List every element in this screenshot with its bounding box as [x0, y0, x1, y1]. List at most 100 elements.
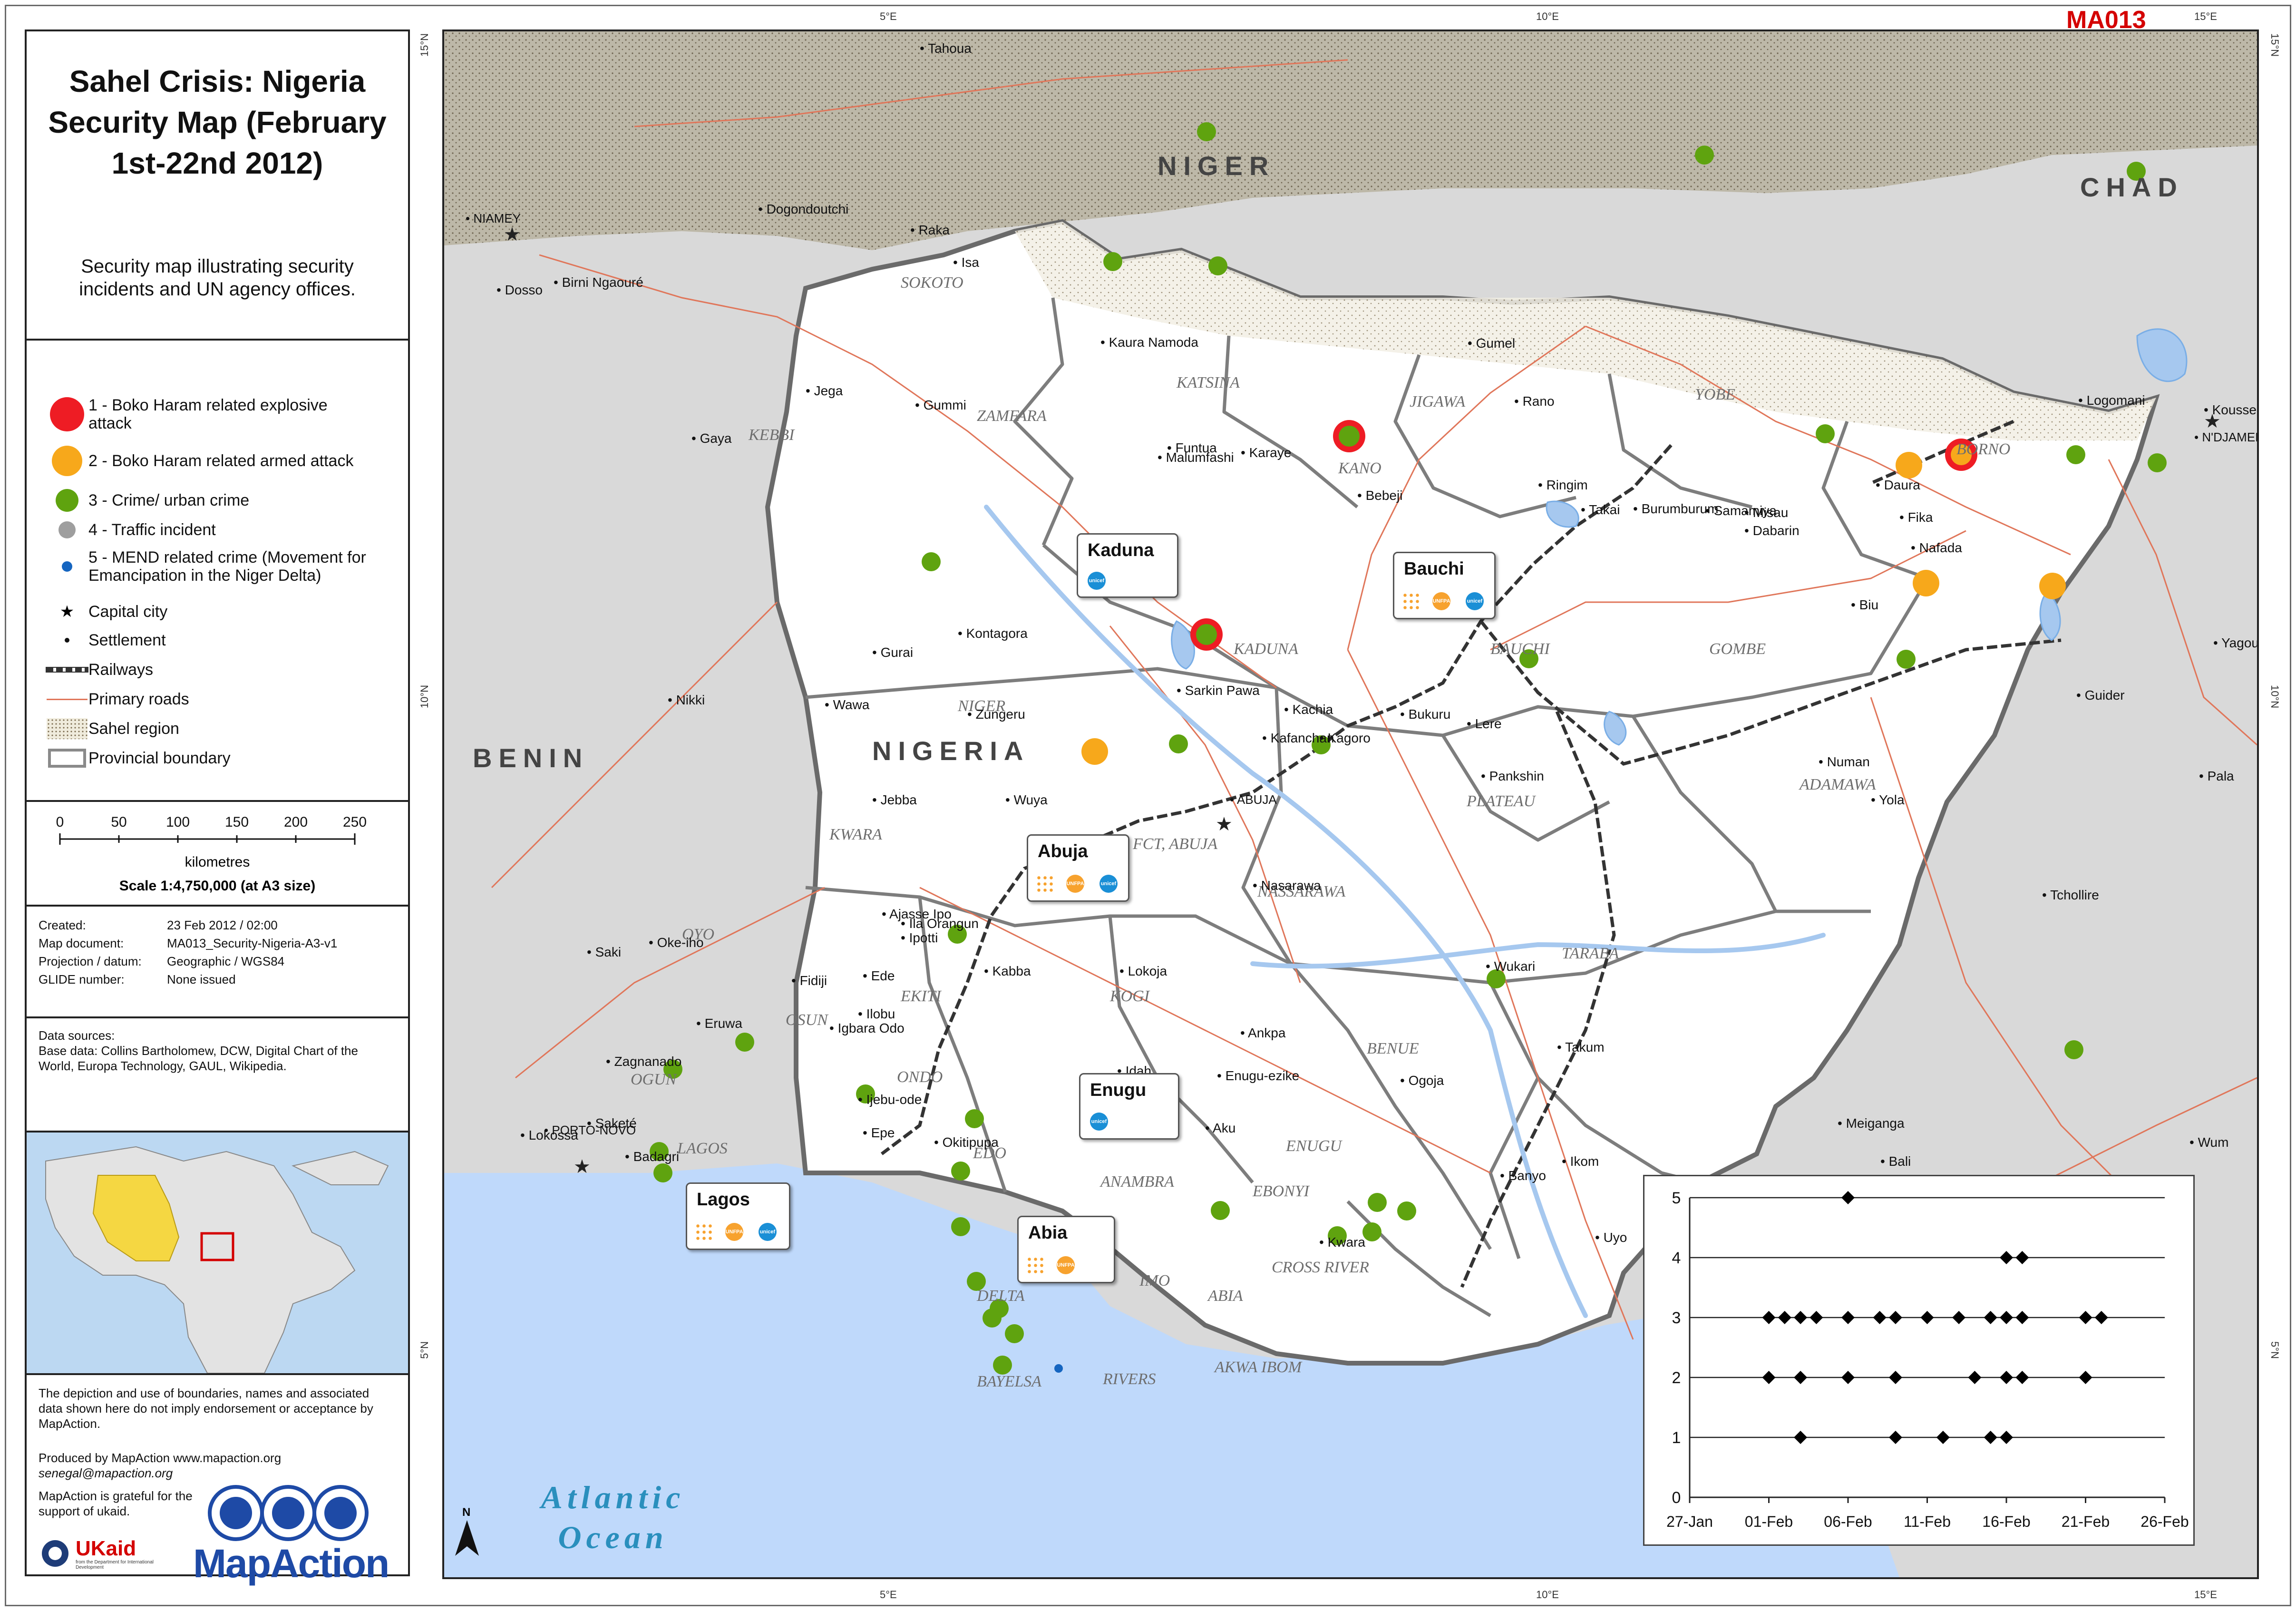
agency-dots-icon	[1036, 875, 1055, 894]
settlement-label: • Saki	[587, 945, 622, 959]
data-point-diamond	[1952, 1311, 1966, 1324]
unfpa-icon: UNFPA	[1057, 1256, 1075, 1274]
lon-label-top-10: 10°E	[1536, 10, 1559, 22]
data-point-diamond	[1762, 1371, 1776, 1384]
legend-item-province: Provincial boundary	[46, 744, 231, 772]
unicef-icon: unicef	[1099, 875, 1118, 893]
svg-text:★: ★	[574, 1156, 591, 1177]
scale-unit: kilometres	[185, 854, 250, 870]
settlement-label: • Dosso	[496, 283, 543, 297]
settlement-label: • Gurai	[872, 645, 914, 660]
settlement-label: • Ankpa	[1240, 1025, 1286, 1040]
province-label: TARABA	[1562, 945, 1619, 962]
agency-dots-icon	[695, 1223, 714, 1242]
settlement-label: • N'DJAMENA	[2194, 430, 2257, 444]
lon-label-bottom-10: 10°E	[1536, 1589, 1559, 1601]
legend-item-railways: Railways	[46, 655, 153, 684]
settlement-label: • Raka	[910, 223, 950, 237]
x-tick-label: 16-Feb	[1982, 1513, 2030, 1530]
office-box-lagos[interactable]: Lagos UNFPA unicef	[686, 1182, 790, 1250]
settlement-label: • NIAMEY	[466, 211, 521, 225]
settlement-label: • Zungeru	[967, 707, 1025, 722]
overview-map	[27, 1133, 408, 1375]
lon-label-top-15: 15°E	[2194, 10, 2217, 22]
contact-email: senegal@mapaction.org	[39, 1466, 173, 1480]
north-arrow-icon: N	[453, 1506, 481, 1558]
province-label: KADUNA	[1234, 640, 1298, 658]
y-tick-label: 1	[1672, 1429, 1681, 1447]
lat-label-15: 15°N	[418, 33, 430, 57]
settlement-label: • Okitipupa	[934, 1135, 999, 1150]
province-label: OYO	[682, 926, 715, 943]
ukaid-thanks: MapAction is grateful for the support of…	[39, 1489, 193, 1518]
settlement-label: • Gaya	[691, 431, 732, 446]
data-point-diamond	[2015, 1251, 2029, 1264]
globe-icon	[208, 1485, 369, 1541]
map-title: Sahel Crisis: Nigeria Security Map (Febr…	[48, 64, 387, 180]
settlement-label: • Jebba	[872, 792, 917, 807]
office-box-kaduna[interactable]: Kaduna unicef	[1077, 533, 1178, 598]
settlement-label: • Banyo	[1500, 1168, 1546, 1183]
scale-tick-label: 50	[111, 814, 126, 830]
lat-label-right-15: 15°N	[2269, 33, 2281, 57]
railway-line-icon	[46, 667, 88, 673]
data-point-diamond	[1968, 1371, 1982, 1384]
inset-highlight	[200, 1232, 234, 1261]
settlement-label: • Yola	[1871, 792, 1905, 807]
settlement-label: • Lokoja	[1119, 964, 1167, 978]
star-icon: ★	[59, 603, 75, 621]
data-point-diamond	[1778, 1311, 1791, 1324]
office-box-enugu[interactable]: Enugu unicef	[1079, 1073, 1179, 1140]
data-point-diamond	[1794, 1371, 1808, 1384]
ocean-label: Atlantic Ocean	[541, 1479, 685, 1555]
y-tick-label: 0	[1672, 1489, 1681, 1507]
province-label: NIGER	[958, 697, 1006, 715]
data-point-diamond	[1984, 1311, 1997, 1324]
settlement-label: • Kagoro	[1319, 731, 1371, 745]
data-point-diamond	[2000, 1251, 2013, 1264]
office-box-bauchi[interactable]: Bauchi UNFPA unicef	[1393, 552, 1496, 619]
settlement-label: • Nafada	[1911, 540, 1962, 555]
scale-tick-label: 100	[166, 814, 190, 830]
settlement-label: • Pala	[2199, 769, 2234, 783]
lon-label-top-5: 5°E	[880, 10, 897, 22]
svg-text:★: ★	[504, 224, 521, 245]
x-tick-label: 26-Feb	[2140, 1513, 2189, 1530]
province-label: AKWA IBOM	[1215, 1358, 1302, 1376]
data-point-diamond	[1841, 1311, 1855, 1324]
meta-projection: Projection / datum: Geographic / WGS84	[39, 954, 285, 968]
outer-frame	[5, 5, 2291, 1606]
settlement-label: • Numan	[1819, 754, 1870, 769]
settlement-label: • Ajasse Ipo	[882, 907, 952, 921]
province-label: PLATEAU	[1467, 792, 1536, 810]
disclaimer: The depiction and use of boundaries, nam…	[39, 1386, 373, 1431]
province-label: KEBBI	[749, 426, 795, 444]
settlement-label: • Zagnanado	[606, 1054, 682, 1069]
settlement-label: • Kousseri	[2204, 402, 2259, 417]
office-box-abia[interactable]: Abia UNFPA	[1017, 1216, 1115, 1283]
ukaid-logo: UKaid from the Department for Internatio…	[39, 1537, 181, 1570]
settlement-label: • Lokossa	[520, 1128, 578, 1142]
province-label: FCT, ABUJA	[1133, 835, 1218, 853]
settlement-label: • Kwara	[1319, 1235, 1365, 1250]
settlement-label: • Tahoua	[920, 41, 972, 56]
settlement-label: • Ede	[863, 968, 895, 983]
province-label: IMO	[1139, 1272, 1170, 1289]
data-point-diamond	[1794, 1431, 1808, 1444]
lat-label-right-10: 10°N	[2269, 685, 2281, 709]
settlement-label: • Uyo	[1595, 1230, 1627, 1245]
x-tick-label: 21-Feb	[2062, 1513, 2110, 1530]
office-box-abuja[interactable]: Abuja UNFPA unicef	[1027, 834, 1129, 902]
legend-item-mend: 5 - MEND related crime (Movement for Ema…	[46, 545, 393, 588]
lat-label-10: 10°N	[418, 685, 430, 709]
province-label: BENUE	[1367, 1040, 1419, 1057]
settlement-label: • Takum	[1557, 1040, 1605, 1054]
settlement-label: • Oke-iho	[649, 935, 704, 950]
data-point-diamond	[1888, 1371, 1902, 1384]
province-label: EDO	[973, 1144, 1006, 1162]
mapaction-logo: MapAction	[193, 1480, 402, 1586]
unicef-icon: unicef	[759, 1223, 777, 1241]
settlement-label: • Kafanchan	[1262, 731, 1334, 745]
data-point-diamond	[2000, 1431, 2013, 1444]
settlement-label: • PORTO-NOVO	[544, 1123, 636, 1137]
